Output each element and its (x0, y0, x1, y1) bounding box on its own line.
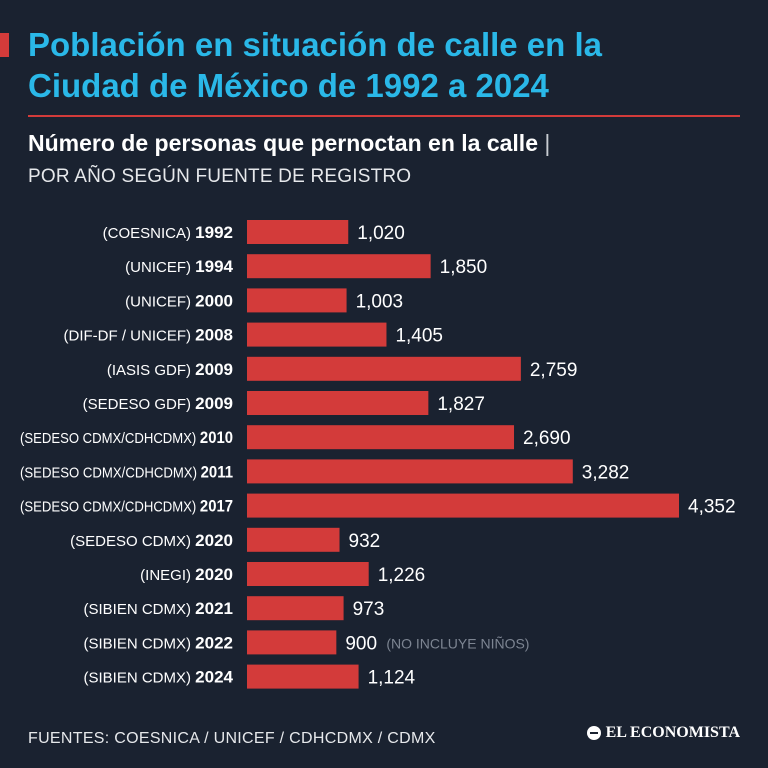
category-label: (UNICEF) 1994 (125, 257, 233, 276)
chart-subtitle-text: Número de personas que pernoctan en la c… (28, 130, 538, 156)
category-source: (SIBIEN CDMX) (83, 635, 195, 652)
category-year: 2021 (195, 599, 233, 618)
sources-note: FUENTES: COESNICA / UNICEF / CDHCDMX / C… (28, 730, 436, 747)
category-label: (SEDESO GDF) 2009 (83, 394, 233, 413)
category-year: 2009 (195, 360, 233, 379)
bar-annotation: (NO INCLUYE NIÑOS) (386, 635, 529, 651)
category-label: (COESNICA) 1992 (103, 223, 233, 242)
value-label: 1,226 (378, 565, 426, 586)
brand-logo-icon (586, 726, 601, 740)
category-year: 2009 (195, 394, 233, 413)
category-source: (IASIS GDF) (107, 362, 195, 379)
bar (247, 527, 340, 552)
category-label: (SIBIEN CDMX) 2021 (83, 599, 233, 618)
value-label: 1,003 (356, 291, 404, 312)
category-label: (SIBIEN CDMX) 2024 (83, 668, 233, 687)
bar (247, 254, 431, 279)
category-year: 2011 (201, 462, 233, 481)
category-year: 2010 (200, 428, 233, 447)
category-source: (UNICEF) (125, 293, 195, 310)
chart-subtitle-secondary: POR AÑO SEGÚN FUENTE DE REGISTRO (28, 166, 412, 187)
value-label: 973 (353, 599, 385, 620)
bar (247, 562, 369, 586)
category-year: 1992 (195, 223, 233, 242)
category-year: 1994 (195, 257, 233, 276)
bar (247, 220, 349, 244)
page-title: Población en situación de calle en la Ci… (28, 24, 748, 106)
category-year: 2008 (195, 326, 233, 345)
category-source: (SEDESO GDF) (83, 396, 196, 413)
category-label: (DIF-DF / UNICEF) 2008 (64, 326, 233, 345)
category-source: (SEDESO CDMX/CDHCDMX) (20, 430, 200, 447)
category-year: 2017 (200, 497, 233, 516)
bar (247, 288, 347, 313)
value-label: 1,124 (368, 668, 416, 689)
bar (247, 459, 573, 484)
value-label: 1,020 (357, 223, 405, 244)
title-accent-mark (0, 33, 9, 57)
brand-logo-text: EL ECONOMISTA (605, 724, 740, 741)
value-label: 932 (349, 531, 381, 552)
bar (247, 391, 429, 415)
value-label: 3,282 (582, 462, 630, 483)
category-source: (SEDESO CDMX) (70, 533, 195, 550)
title-line-2: Ciudad de México de 1992 a 2024 (28, 67, 549, 104)
category-source: (SIBIEN CDMX) (83, 670, 195, 687)
category-year: 2020 (195, 565, 233, 584)
category-source: (INEGI) (140, 567, 195, 584)
category-source: (SEDESO CDMX/CDHCDMX) (20, 464, 201, 481)
category-year: 2024 (195, 668, 233, 687)
category-label: (SEDESO CDMX/CDHCDMX) 2011 (20, 462, 233, 481)
category-label: (SEDESO CDMX/CDHCDMX) 2010 (20, 428, 233, 447)
category-source: (SEDESO CDMX/CDHCDMX) (20, 499, 200, 516)
category-source: (DIF-DF / UNICEF) (64, 328, 196, 345)
category-year: 2000 (195, 291, 233, 310)
category-label: (UNICEF) 2000 (125, 291, 233, 310)
category-label: (INEGI) 2020 (140, 565, 233, 584)
category-source: (SIBIEN CDMX) (83, 601, 195, 618)
value-label: 1,405 (395, 326, 443, 347)
bar (247, 630, 337, 655)
value-label: 4,352 (688, 497, 736, 518)
category-year: 2020 (195, 531, 233, 550)
bar (247, 425, 515, 450)
chart-subtitle: Número de personas que pernoctan en la c… (28, 130, 550, 157)
category-label: (IASIS GDF) 2009 (107, 360, 233, 379)
title-line-1: Población en situación de calle en la (28, 26, 603, 63)
category-label: (SIBIEN CDMX) 2022 (83, 633, 233, 652)
category-year: 2022 (195, 633, 233, 652)
value-label: 2,759 (530, 360, 578, 381)
category-source: (UNICEF) (125, 259, 195, 276)
category-label: (SEDESO CDMX) 2020 (70, 531, 233, 550)
brand-logo: EL ECONOMISTA (586, 724, 740, 742)
value-label: 1,850 (440, 257, 488, 278)
value-label: 1,827 (437, 394, 485, 415)
bar (247, 356, 521, 381)
category-label: (SEDESO CDMX/CDHCDMX) 2017 (20, 497, 233, 516)
category-source: (COESNICA) (103, 225, 196, 242)
bar (247, 596, 344, 621)
bar (247, 664, 359, 689)
bar (247, 493, 679, 518)
bar (247, 322, 387, 347)
value-label: 2,690 (523, 428, 571, 449)
title-divider (28, 115, 740, 117)
value-label: 900 (345, 633, 377, 654)
chart-subtitle-pipe: | (544, 130, 551, 156)
